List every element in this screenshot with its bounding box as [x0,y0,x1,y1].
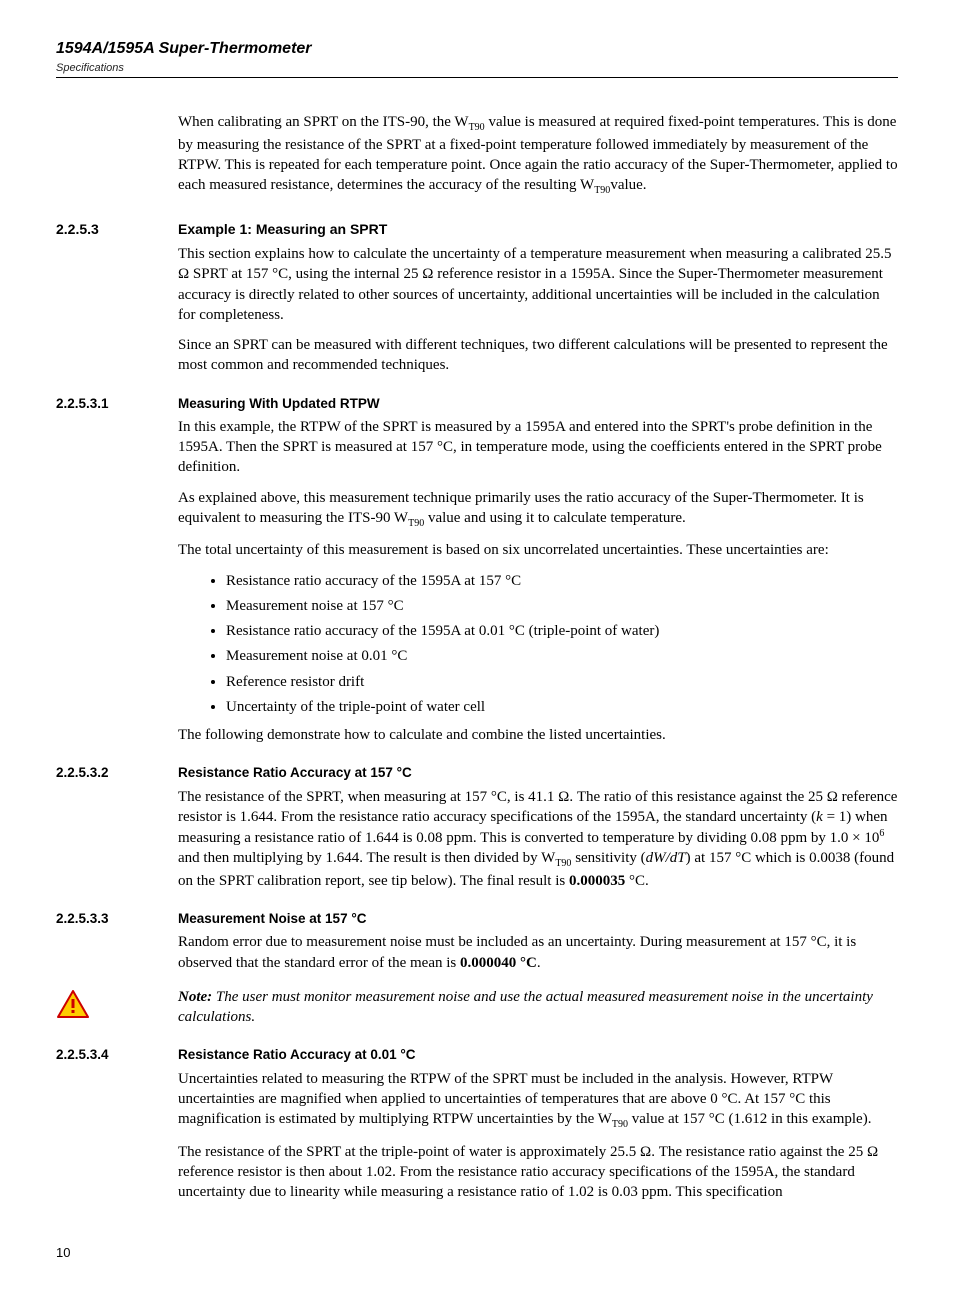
bullet-list-container: Resistance ratio accuracy of the 1595A a… [178,571,898,718]
paragraph: The resistance of the SPRT, when measuri… [178,787,898,892]
section-2-2-5-3-3: 2.2.5.3.3 Measurement Noise at 157 °C [56,909,898,929]
paragraph: The total uncertainty of this measuremen… [178,540,898,560]
list-item: Reference resistor drift [226,672,898,692]
section-number: 2.2.5.3.2 [56,765,109,780]
note-block: Note: The user must monitor measurement … [56,987,898,1028]
section-title: Resistance Ratio Accuracy at 0.01 °C [178,1047,416,1062]
section-number: 2.2.5.3.4 [56,1047,109,1062]
warning-icon [56,987,96,1025]
section-title: Example 1: Measuring an SPRT [178,221,387,237]
section-number: 2.2.5.3.3 [56,911,109,926]
section-number: 2.2.5.3 [56,221,99,237]
section-2-2-5-3-4: 2.2.5.3.4 Resistance Ratio Accuracy at 0… [56,1045,898,1065]
section-name: Specifications [56,61,898,76]
intro-paragraph: When calibrating an SPRT on the ITS-90, … [178,112,898,198]
paragraph: The resistance of the SPRT at the triple… [178,1142,898,1203]
page-header: 1594A/1595A Super-Thermometer Specificat… [56,38,898,78]
paragraph: Random error due to measurement noise mu… [178,932,898,973]
section-2-2-5-3-2: 2.2.5.3.2 Resistance Ratio Accuracy at 1… [56,763,898,783]
section-2-2-5-3: 2.2.5.3 Example 1: Measuring an SPRT [56,220,898,240]
paragraph: Uncertainties related to measuring the R… [178,1069,898,1132]
list-item: Uncertainty of the triple-point of water… [226,697,898,717]
list-item: Measurement noise at 0.01 °C [226,646,898,666]
uncertainty-list: Resistance ratio accuracy of the 1595A a… [178,571,898,718]
section-number: 2.2.5.3.1 [56,396,109,411]
paragraph: The following demonstrate how to calcula… [178,725,898,745]
section-2-2-5-3-1: 2.2.5.3.1 Measuring With Updated RTPW [56,394,898,414]
list-item: Resistance ratio accuracy of the 1595A a… [226,571,898,591]
manual-title: 1594A/1595A Super-Thermometer [56,38,898,60]
section-title: Measuring With Updated RTPW [178,396,380,411]
section-title: Resistance Ratio Accuracy at 157 °C [178,765,412,780]
list-item: Measurement noise at 157 °C [226,596,898,616]
paragraph: In this example, the RTPW of the SPRT is… [178,417,898,478]
paragraph: Since an SPRT can be measured with diffe… [178,335,898,376]
paragraph: This section explains how to calculate t… [178,244,898,325]
list-item: Resistance ratio accuracy of the 1595A a… [226,621,898,641]
page-number: 10 [56,1244,898,1262]
section-title: Measurement Noise at 157 °C [178,911,366,926]
paragraph: As explained above, this measurement tec… [178,488,898,531]
note-text: Note: The user must monitor measurement … [178,987,898,1028]
